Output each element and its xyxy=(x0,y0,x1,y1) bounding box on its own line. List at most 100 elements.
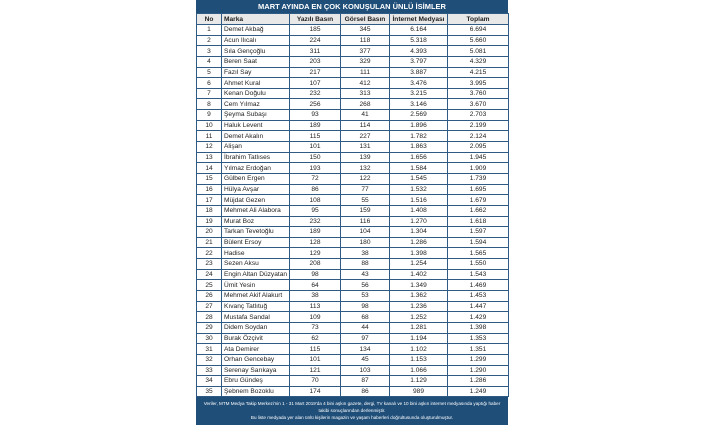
cell-internet-medyasi: 1.408 xyxy=(389,204,448,217)
cell-marka: Didem Soydan xyxy=(221,321,290,334)
cell-toplam: 1.565 xyxy=(447,247,509,260)
table-row: 16 Hülya Avşar 86 77 1.532 1.695 xyxy=(196,183,509,196)
cell-no: 2 xyxy=(196,34,222,47)
cell-toplam: 1.469 xyxy=(447,279,509,291)
cell-gorsel-basin: 131 xyxy=(340,141,390,153)
table-row: 8 Cem Yılmaz 256 268 3.146 3.670 xyxy=(196,98,509,111)
cell-marka: Kıvanç Tatlıtuğ xyxy=(221,300,290,313)
cell-internet-medyasi: 1.153 xyxy=(389,353,448,366)
cell-marka: Mehmet Akif Alakurt xyxy=(221,290,290,302)
cell-toplam: 2.703 xyxy=(447,109,509,121)
table-row: 23 Sezen Aksu 208 88 1.254 1.550 xyxy=(196,258,509,270)
cell-no: 31 xyxy=(196,343,222,355)
cell-gorsel-basin: 122 xyxy=(340,172,390,185)
cell-gorsel-basin: 97 xyxy=(340,332,390,345)
table-row: 26 Mehmet Akif Alakurt 38 53 1.362 1.453 xyxy=(196,290,509,302)
cell-internet-medyasi: 3.215 xyxy=(389,87,448,100)
table-row: 24 Engin Altan Düzyatan 98 43 1.402 1.543 xyxy=(196,268,509,281)
cell-yazili-basin: 73 xyxy=(289,321,341,334)
cell-internet-medyasi: 3.146 xyxy=(389,98,448,111)
header-marka: Marka xyxy=(221,13,290,25)
cell-no: 33 xyxy=(196,364,222,377)
table-row: 4 Beren Saat 203 329 3.797 4.329 xyxy=(196,55,509,68)
cell-toplam: 2.124 xyxy=(447,130,509,143)
table-row: 33 Serenay Sarıkaya 121 103 1.066 1.290 xyxy=(196,364,509,377)
cell-gorsel-basin: 139 xyxy=(340,151,390,164)
cell-marka: Haluk Levent xyxy=(221,119,290,132)
cell-marka: Tarkan Tevetoğlu xyxy=(221,226,290,238)
cell-no: 32 xyxy=(196,353,222,366)
cell-gorsel-basin: 45 xyxy=(340,353,390,366)
cell-marka: Ata Demirer xyxy=(221,343,290,355)
cell-yazili-basin: 107 xyxy=(289,77,341,89)
cell-yazili-basin: 208 xyxy=(289,258,341,270)
cell-no: 27 xyxy=(196,300,222,313)
cell-no: 8 xyxy=(196,98,222,111)
cell-internet-medyasi: 1.349 xyxy=(389,279,448,291)
cell-yazili-basin: 108 xyxy=(289,194,341,206)
cell-gorsel-basin: 159 xyxy=(340,204,390,217)
cell-internet-medyasi: 1.281 xyxy=(389,321,448,334)
cell-toplam: 1.597 xyxy=(447,226,509,238)
table-row: 18 Mehmet Ali Alabora 95 159 1.408 1.662 xyxy=(196,204,509,217)
cell-internet-medyasi: 1.532 xyxy=(389,183,448,196)
cell-yazili-basin: 193 xyxy=(289,162,341,174)
table-row: 14 Yılmaz Erdoğan 193 132 1.584 1.909 xyxy=(196,162,509,174)
cell-yazili-basin: 232 xyxy=(289,215,341,228)
cell-yazili-basin: 38 xyxy=(289,290,341,302)
cell-gorsel-basin: 38 xyxy=(340,247,390,260)
cell-marka: Şebnem Bozoklu xyxy=(221,385,290,398)
cell-yazili-basin: 115 xyxy=(289,343,341,355)
cell-gorsel-basin: 111 xyxy=(340,66,390,79)
cell-marka: Gülben Ergen xyxy=(221,172,290,185)
cell-marka: Ahmet Kural xyxy=(221,77,290,89)
cell-internet-medyasi: 1.402 xyxy=(389,268,448,281)
cell-gorsel-basin: 68 xyxy=(340,311,390,323)
cell-internet-medyasi: 1.362 xyxy=(389,290,448,302)
cell-no: 20 xyxy=(196,226,222,238)
cell-toplam: 1.739 xyxy=(447,172,509,185)
cell-internet-medyasi: 1.286 xyxy=(389,236,448,249)
cell-gorsel-basin: 56 xyxy=(340,279,390,291)
header-gorsel-basin: Görsel Basın xyxy=(340,13,390,25)
cell-toplam: 5.081 xyxy=(447,45,509,57)
cell-gorsel-basin: 268 xyxy=(340,98,390,111)
cell-internet-medyasi: 1.102 xyxy=(389,343,448,355)
cell-toplam: 1.695 xyxy=(447,183,509,196)
footer-description: Bu liste medyada yer alan ünlü kişilerin… xyxy=(250,415,454,421)
cell-yazili-basin: 109 xyxy=(289,311,341,323)
cell-gorsel-basin: 77 xyxy=(340,183,390,196)
cell-toplam: 1.550 xyxy=(447,258,509,270)
cell-yazili-basin: 121 xyxy=(289,364,341,377)
cell-no: 6 xyxy=(196,77,222,89)
cell-internet-medyasi: 3.797 xyxy=(389,55,448,68)
cell-toplam: 1.353 xyxy=(447,332,509,345)
cell-yazili-basin: 224 xyxy=(289,34,341,47)
table-row: 6 Ahmet Kural 107 412 3.476 3.995 xyxy=(196,77,509,89)
cell-marka: Demet Akbağ xyxy=(221,24,290,36)
cell-gorsel-basin: 313 xyxy=(340,87,390,100)
cell-no: 9 xyxy=(196,109,222,121)
cell-no: 18 xyxy=(196,204,222,217)
table-row: 27 Kıvanç Tatlıtuğ 113 98 1.236 1.447 xyxy=(196,300,509,313)
cell-yazili-basin: 129 xyxy=(289,247,341,260)
cell-internet-medyasi: 6.164 xyxy=(389,24,448,36)
cell-gorsel-basin: 377 xyxy=(340,45,390,57)
cell-yazili-basin: 101 xyxy=(289,141,341,153)
header-yazili-basin: Yazılı Basın xyxy=(289,13,341,25)
cell-toplam: 1.447 xyxy=(447,300,509,313)
cell-internet-medyasi: 1.516 xyxy=(389,194,448,206)
cell-yazili-basin: 113 xyxy=(289,300,341,313)
cell-toplam: 1.286 xyxy=(447,375,509,387)
cell-marka: Alişan xyxy=(221,141,290,153)
cell-gorsel-basin: 43 xyxy=(340,268,390,281)
cell-marka: Mehmet Ali Alabora xyxy=(221,204,290,217)
cell-gorsel-basin: 412 xyxy=(340,77,390,89)
table-row: 34 Ebru Gündeş 70 87 1.129 1.286 xyxy=(196,375,509,387)
table-row: 2 Acun Ilıcalı 224 118 5.318 5.660 xyxy=(196,34,509,47)
cell-marka: Şeyma Subaşı xyxy=(221,109,290,121)
cell-toplam: 3.995 xyxy=(447,77,509,89)
cell-marka: Ebru Gündeş xyxy=(221,375,290,387)
cell-toplam: 1.945 xyxy=(447,151,509,164)
cell-yazili-basin: 189 xyxy=(289,119,341,132)
